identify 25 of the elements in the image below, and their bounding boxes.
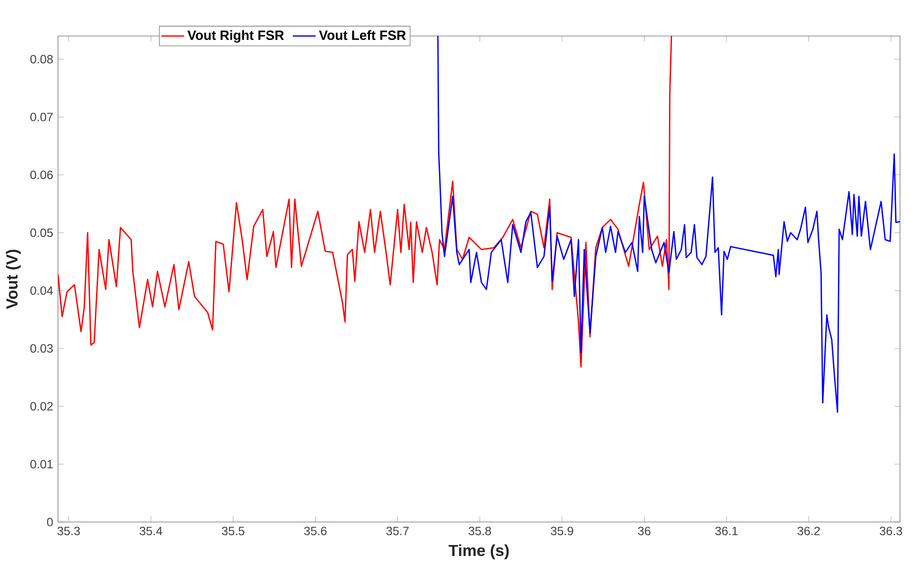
x-tick-label: 36.1 [715,526,738,536]
x-axis-title: Time (s) [448,544,509,560]
y-tick-label: 0.01 [30,460,53,468]
legend-label: Vout Left FSR [319,30,406,40]
x-tick-label: 35.4 [140,526,162,536]
y-tick-label: 0.03 [30,344,53,353]
y-tick-label: 0.06 [30,170,53,180]
x-tick-label: 36.2 [798,526,820,536]
y-axis-title: Vout (V) [6,250,21,309]
x-tick-label: 35.3 [57,526,80,536]
line-series [437,36,900,413]
y-tick-label: 0 [47,518,53,526]
x-tick-label: 36.3 [880,526,902,536]
x-tick-label: 35.6 [304,526,327,536]
x-tick-label: 35.7 [386,526,409,536]
y-tick-label: 0.05 [30,228,53,237]
x-tick-label: 35.8 [468,526,491,536]
x-tick-label: 36 [638,526,650,536]
y-tick-label: 0.02 [30,402,53,411]
y-tick-label: 0.08 [30,54,53,64]
y-tick-label: 0.04 [30,286,53,295]
legend-label: Vout Right FSR [187,30,284,43]
y-tick-label: 0.07 [30,112,53,122]
x-tick-label: 35.9 [550,526,574,536]
x-tick-label: 35.5 [222,526,244,536]
